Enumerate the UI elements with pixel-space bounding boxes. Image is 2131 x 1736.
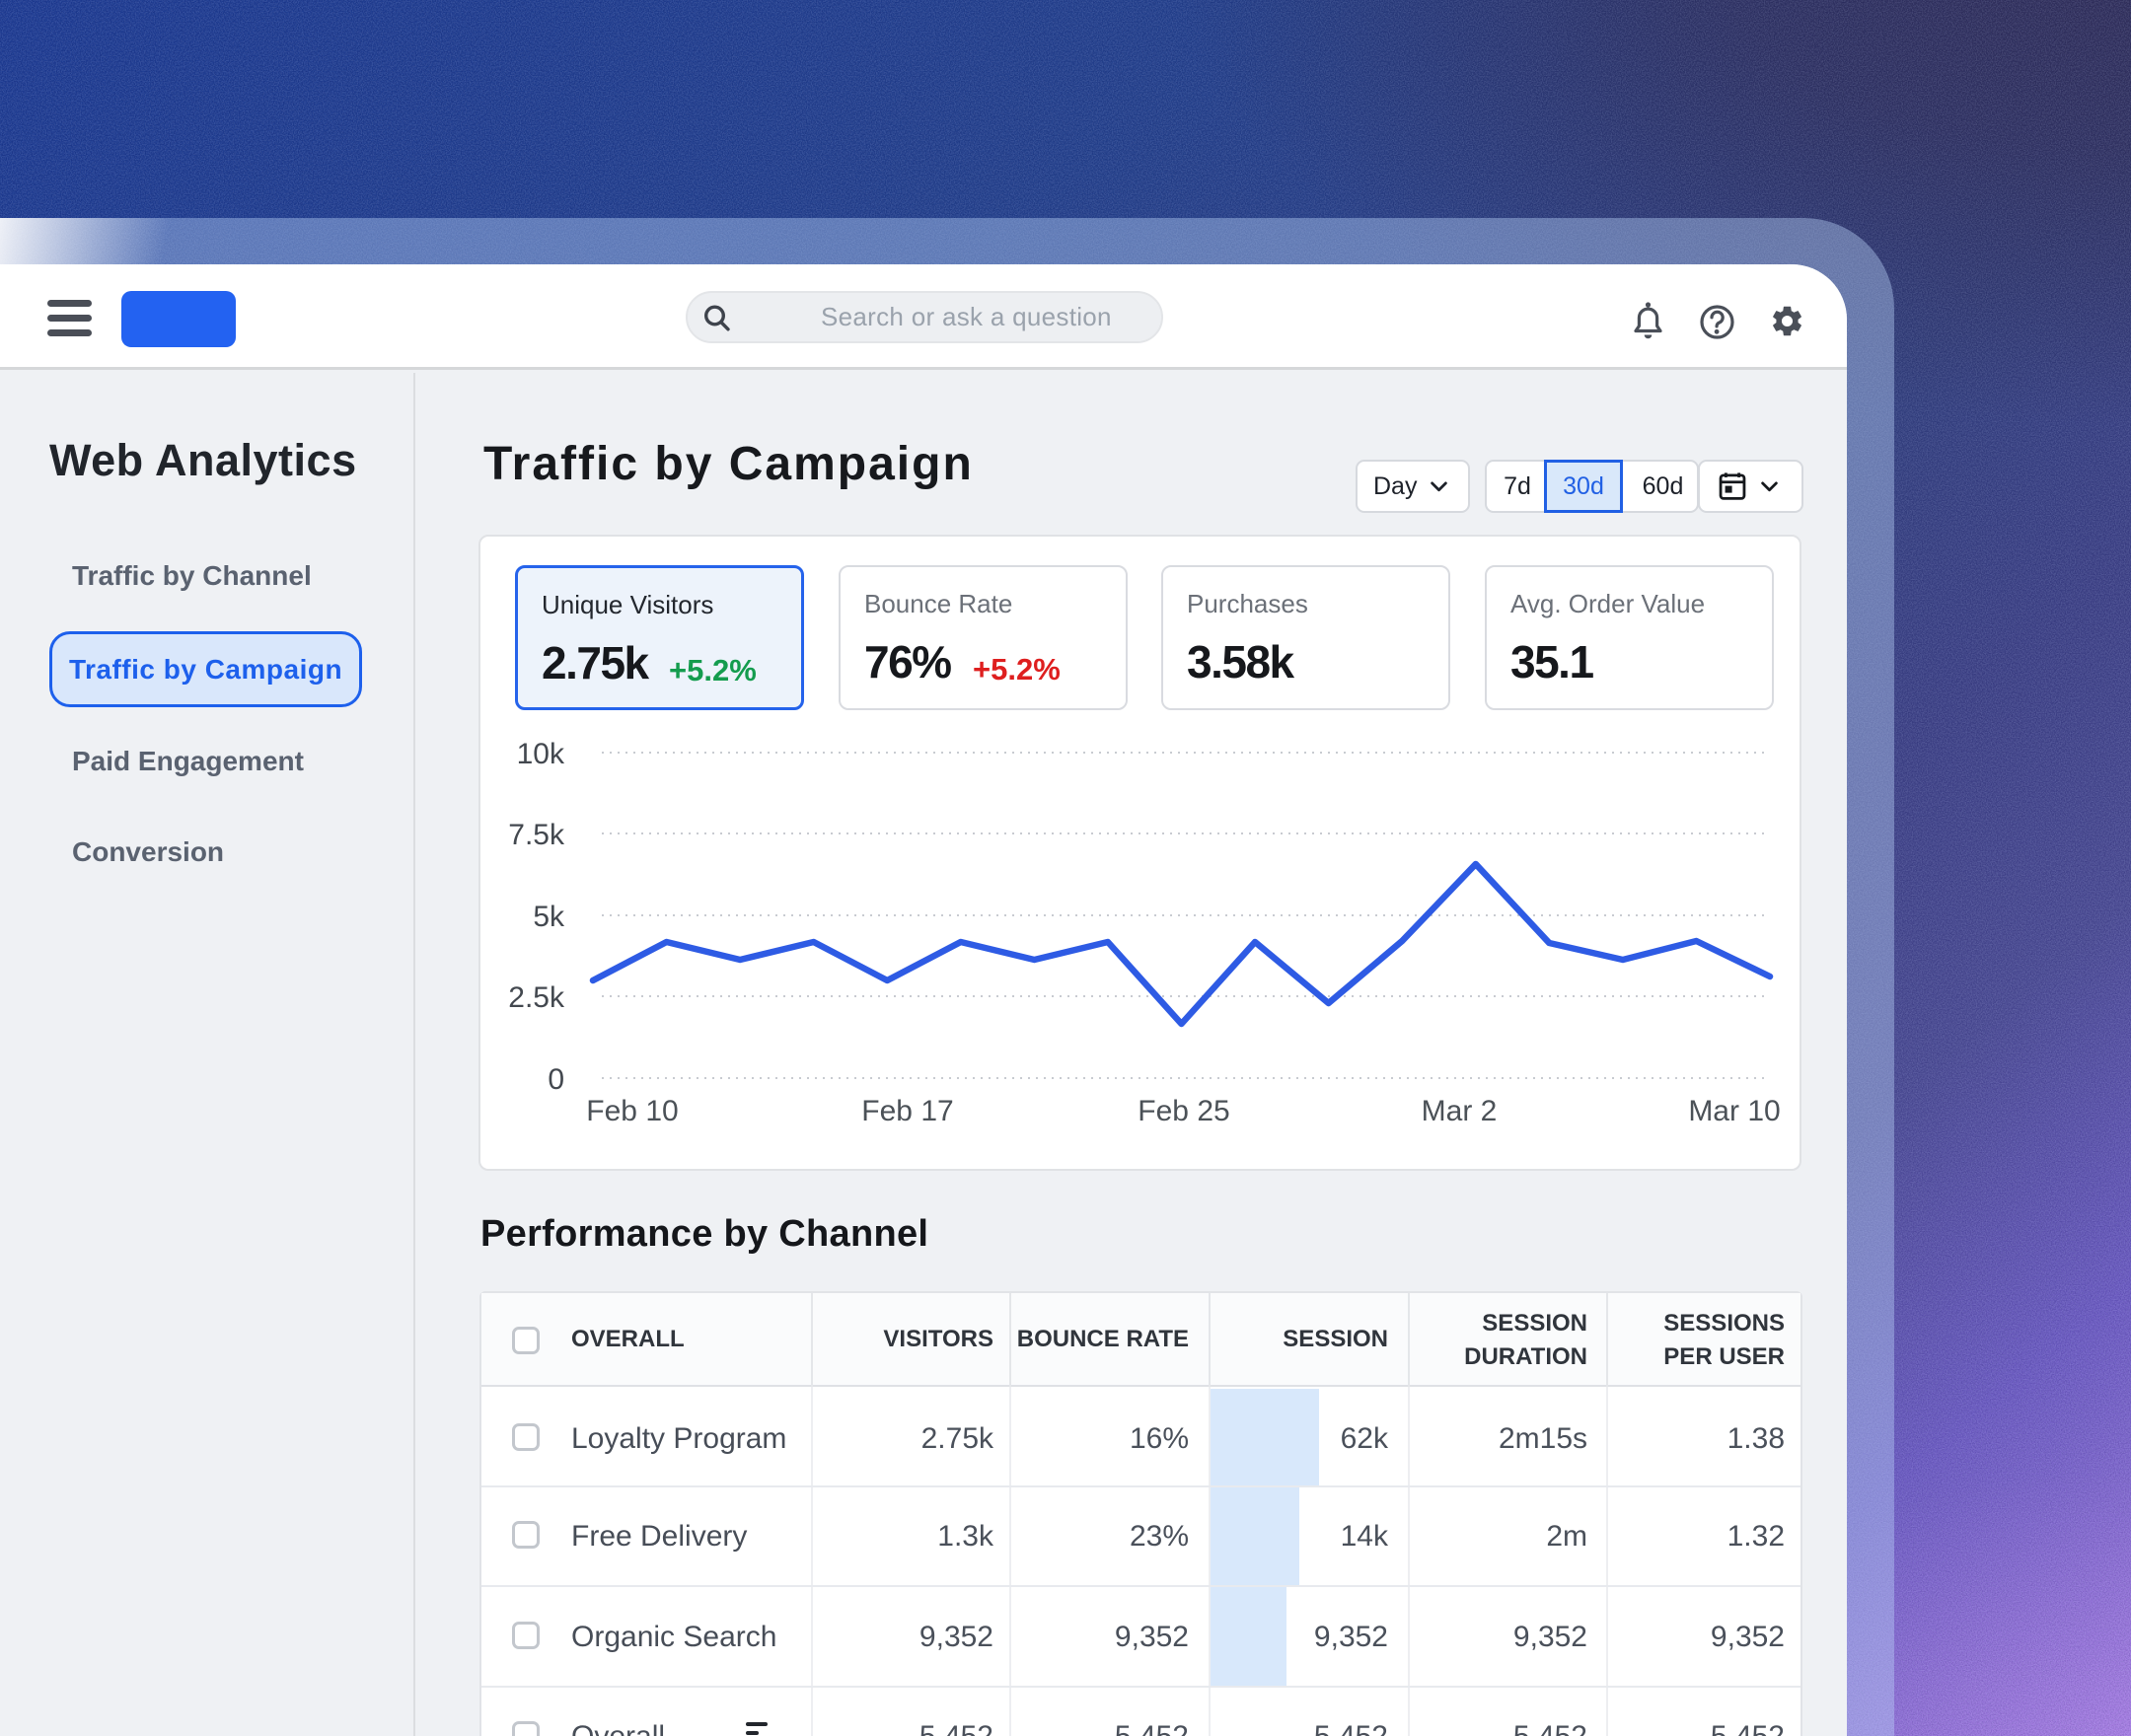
svg-text:Mar 10: Mar 10 (1688, 1095, 1780, 1127)
svg-text:Feb 10: Feb 10 (586, 1095, 678, 1127)
svg-text:Feb 25: Feb 25 (1138, 1095, 1229, 1127)
svg-text:7.5k: 7.5k (508, 819, 565, 851)
svg-text:2.5k: 2.5k (508, 981, 565, 1014)
svg-text:Mar 2: Mar 2 (1422, 1095, 1498, 1127)
svg-text:10k: 10k (517, 738, 565, 770)
svg-text:0: 0 (548, 1063, 564, 1096)
svg-text:5k: 5k (533, 901, 565, 933)
svg-text:Feb 17: Feb 17 (861, 1095, 953, 1127)
